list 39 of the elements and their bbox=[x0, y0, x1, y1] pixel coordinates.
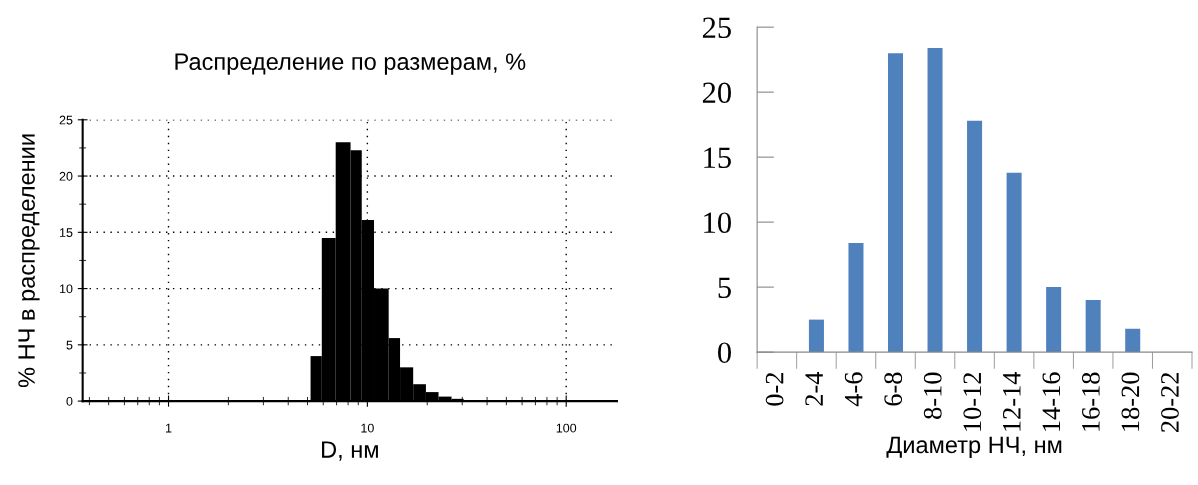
x-tick-label: 16-18 bbox=[1081, 372, 1100, 431]
y-tick-label: 25 bbox=[59, 115, 73, 125]
y-tick-label: 0 bbox=[718, 342, 731, 364]
y-tick-label: 10 bbox=[704, 212, 731, 234]
x-tick-label: 10 bbox=[361, 423, 374, 433]
x-tick-label: 4-6 bbox=[844, 372, 863, 407]
bar bbox=[967, 120, 983, 353]
x-tick-label: 18-20 bbox=[1121, 372, 1140, 431]
y-tick-label: 15 bbox=[704, 147, 731, 169]
x-tick-label: 2-4 bbox=[805, 371, 823, 406]
y-tick-label: 20 bbox=[702, 82, 731, 104]
y-tick-label: 15 bbox=[59, 228, 73, 237]
bar bbox=[927, 47, 943, 353]
y-tick-label: 10 bbox=[59, 284, 73, 294]
x-tick-label: 10-12 bbox=[963, 373, 982, 431]
y-axis-title: % НЧ в распределении bbox=[18, 134, 40, 388]
y-tick-label: 5 bbox=[718, 277, 731, 299]
bar bbox=[808, 319, 824, 353]
bar bbox=[848, 242, 864, 353]
chart-title: Распределение по размерам, % bbox=[175, 53, 526, 75]
bar bbox=[1085, 300, 1101, 353]
y-tick-label: 0 bbox=[66, 396, 73, 406]
x-axis-title: D, нм bbox=[322, 441, 378, 461]
bar bbox=[887, 53, 904, 353]
x-tick-label: 1 bbox=[166, 423, 172, 433]
x-tick-label: 14-16 bbox=[1042, 372, 1061, 431]
bar bbox=[1125, 328, 1141, 353]
bar bbox=[1006, 172, 1022, 353]
y-tick-label: 20 bbox=[59, 171, 73, 181]
bar bbox=[1046, 287, 1062, 353]
x-tick-label: 0-2 bbox=[765, 373, 784, 406]
x-tick-label: 12-14 bbox=[1002, 371, 1021, 431]
x-tick-label: 6-8 bbox=[884, 372, 903, 406]
y-tick-label: 25 bbox=[702, 17, 731, 39]
x-tick-label: 100 bbox=[556, 423, 577, 433]
x-axis-title: Диаметр НЧ, нм bbox=[886, 436, 1062, 458]
x-tick-label: 8-10 bbox=[923, 372, 942, 419]
x-tick-label: 20-22 bbox=[1161, 373, 1179, 432]
y-tick-label: 5 bbox=[66, 340, 73, 350]
